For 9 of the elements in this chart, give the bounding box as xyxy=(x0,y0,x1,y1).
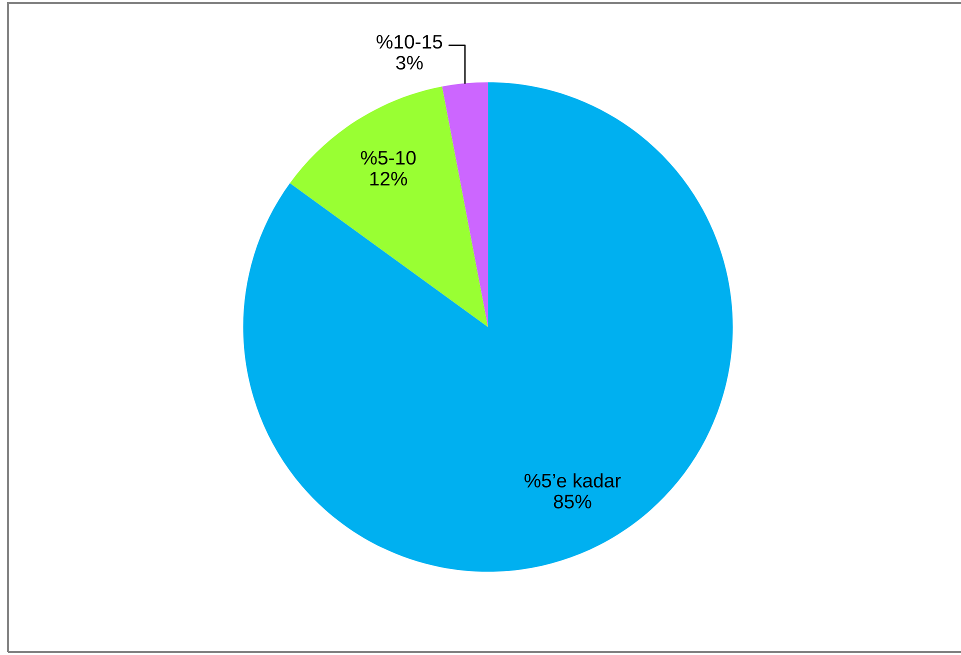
data-label: 12% xyxy=(370,172,408,186)
data-label: 3% xyxy=(396,56,423,70)
slice-label: %5-10 xyxy=(360,150,416,165)
data-label: 85% xyxy=(554,494,592,508)
slice-label: %10-15 xyxy=(376,34,442,49)
pie-slice xyxy=(290,86,488,327)
pie-slice xyxy=(442,82,488,327)
pie-slice xyxy=(243,82,733,572)
slice-label: %5’e kadar xyxy=(524,473,621,488)
